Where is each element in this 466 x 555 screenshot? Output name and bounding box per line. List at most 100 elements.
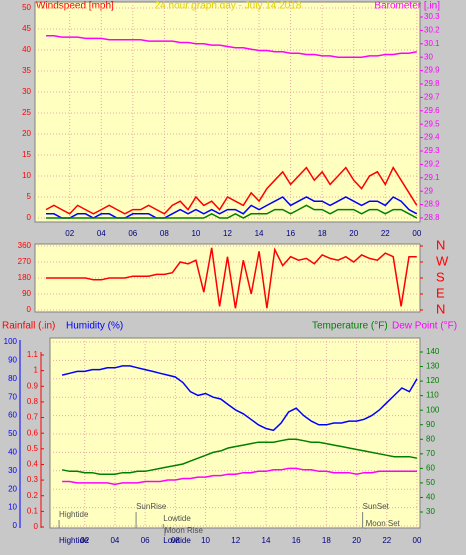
x-tick-label: 18 bbox=[322, 536, 331, 545]
series-line bbox=[61, 438, 418, 475]
y2-tick-label: 29.6 bbox=[424, 106, 440, 115]
y-tick-label: 20 bbox=[8, 484, 17, 493]
y-tick-label: 0 bbox=[13, 521, 18, 530]
y2-tick-label: 30.3 bbox=[424, 12, 440, 21]
x-tick-label: 00 bbox=[412, 229, 421, 238]
y2-tick-label: 29.3 bbox=[424, 146, 440, 155]
dewpoint-label: Dew Point (°F) bbox=[392, 321, 457, 332]
x-tick-label: 04 bbox=[110, 536, 119, 545]
rain-tick-label: 1.1 bbox=[27, 350, 39, 359]
y2-tick-label: 30.2 bbox=[424, 26, 440, 35]
y-tick-label: 270 bbox=[18, 257, 32, 266]
x-tick-label: 00 bbox=[413, 536, 422, 545]
y2-tick-label: N bbox=[436, 237, 445, 252]
y2-tick-label: 110 bbox=[426, 391, 439, 400]
y2-tick-label: 28.8 bbox=[424, 213, 440, 222]
tide-label: Lowtide bbox=[163, 536, 191, 545]
y2-tick-label: 29.7 bbox=[424, 93, 440, 102]
y2-tick-label: 29.5 bbox=[424, 119, 440, 128]
x-tick-label: 14 bbox=[262, 536, 271, 545]
y-tick-label: 50 bbox=[8, 429, 17, 438]
rain-tick-label: 1 bbox=[34, 366, 39, 375]
y-tick-label: 25 bbox=[22, 108, 31, 117]
y2-tick-label: 120 bbox=[426, 376, 440, 385]
x-tick-label: 08 bbox=[160, 229, 169, 238]
y-tick-label: 40 bbox=[8, 448, 17, 457]
y2-tick-label: 50 bbox=[426, 478, 435, 487]
annotation: SunSet bbox=[363, 502, 390, 511]
temperature-label: Temperature (°F) bbox=[312, 321, 388, 332]
y-tick-label: 40 bbox=[22, 45, 31, 54]
y2-tick-label: 29.8 bbox=[424, 79, 440, 88]
x-tick-label: 12 bbox=[231, 536, 240, 545]
y2-tick-label: N bbox=[436, 301, 445, 316]
rain-tick-label: 0.9 bbox=[27, 381, 39, 390]
rain-tick-label: 0.4 bbox=[27, 460, 39, 469]
y-tick-label: 80 bbox=[8, 374, 17, 383]
rain-tick-label: 0.5 bbox=[27, 444, 39, 453]
climate-panel bbox=[49, 337, 421, 529]
x-tick-label: 10 bbox=[201, 536, 210, 545]
rain-tick-label: 0.3 bbox=[27, 475, 39, 484]
y-tick-label: 90 bbox=[8, 356, 17, 365]
annotation: Moon Set bbox=[366, 519, 401, 528]
y-tick-label: 70 bbox=[8, 392, 17, 401]
wind-label: Windspeed [mph] bbox=[36, 1, 114, 12]
y2-tick-label: 28.9 bbox=[424, 200, 440, 209]
y2-tick-label: 130 bbox=[426, 362, 440, 371]
tide-label: Hightide bbox=[59, 536, 89, 545]
y-tick-label: 10 bbox=[8, 503, 17, 512]
x-tick-label: 12 bbox=[223, 229, 232, 238]
rain-tick-label: 0.6 bbox=[27, 428, 39, 437]
x-tick-label: 20 bbox=[349, 229, 358, 238]
y2-tick-label: 140 bbox=[426, 347, 440, 356]
y2-tick-label: 30 bbox=[426, 507, 435, 516]
y2-tick-label: E bbox=[436, 285, 445, 300]
x-tick-label: 22 bbox=[381, 229, 390, 238]
y2-tick-label: 29.9 bbox=[424, 66, 440, 75]
series-line bbox=[46, 247, 417, 309]
y2-tick-label: 80 bbox=[426, 434, 435, 443]
y-tick-label: 35 bbox=[22, 66, 31, 75]
rain-tick-label: 0 bbox=[34, 522, 39, 531]
annotation: Hightide bbox=[59, 510, 89, 519]
y-tick-label: 30 bbox=[8, 466, 17, 475]
y-tick-label: 90 bbox=[22, 289, 31, 298]
series-line bbox=[46, 35, 417, 58]
annotation: SunRise bbox=[136, 502, 167, 511]
rain-tick-label: 0.2 bbox=[27, 491, 39, 500]
x-tick-label: 22 bbox=[382, 536, 391, 545]
x-tick-label: 18 bbox=[318, 229, 327, 238]
x-tick-label: 06 bbox=[128, 229, 137, 238]
y2-tick-label: 90 bbox=[426, 420, 435, 429]
x-tick-label: 14 bbox=[255, 229, 264, 238]
y2-tick-label: 60 bbox=[426, 463, 435, 472]
y-tick-label: 5 bbox=[27, 192, 32, 201]
y2-tick-label: S bbox=[436, 269, 445, 284]
rain-label: Rainfall (.in) bbox=[2, 321, 55, 332]
y2-tick-label: 40 bbox=[426, 493, 435, 502]
y2-tick-label: 70 bbox=[426, 449, 435, 458]
y2-tick-label: W bbox=[436, 253, 449, 268]
series-line bbox=[45, 166, 418, 215]
rain-tick-label: 0.1 bbox=[27, 506, 39, 515]
x-tick-label: 16 bbox=[292, 536, 301, 545]
series-line bbox=[46, 204, 418, 219]
annotation: Moon Rise bbox=[165, 526, 204, 535]
y-tick-label: 30 bbox=[22, 87, 31, 96]
y-tick-label: 180 bbox=[18, 273, 32, 282]
y2-tick-label: 100 bbox=[426, 405, 440, 414]
y-tick-label: 10 bbox=[22, 171, 31, 180]
x-tick-label: 08 bbox=[171, 536, 180, 545]
y2-tick-label: 30 bbox=[424, 52, 433, 61]
y2-tick-label: 29.1 bbox=[424, 173, 440, 182]
series-line bbox=[62, 467, 417, 486]
y-tick-label: 20 bbox=[22, 129, 31, 138]
rain-tick-label: 0.8 bbox=[27, 397, 39, 406]
x-tick-label: 20 bbox=[352, 536, 361, 545]
series-line bbox=[61, 365, 418, 432]
x-tick-label: 16 bbox=[286, 229, 295, 238]
y-tick-label: 0 bbox=[27, 213, 32, 222]
x-tick-label: 02 bbox=[65, 229, 74, 238]
